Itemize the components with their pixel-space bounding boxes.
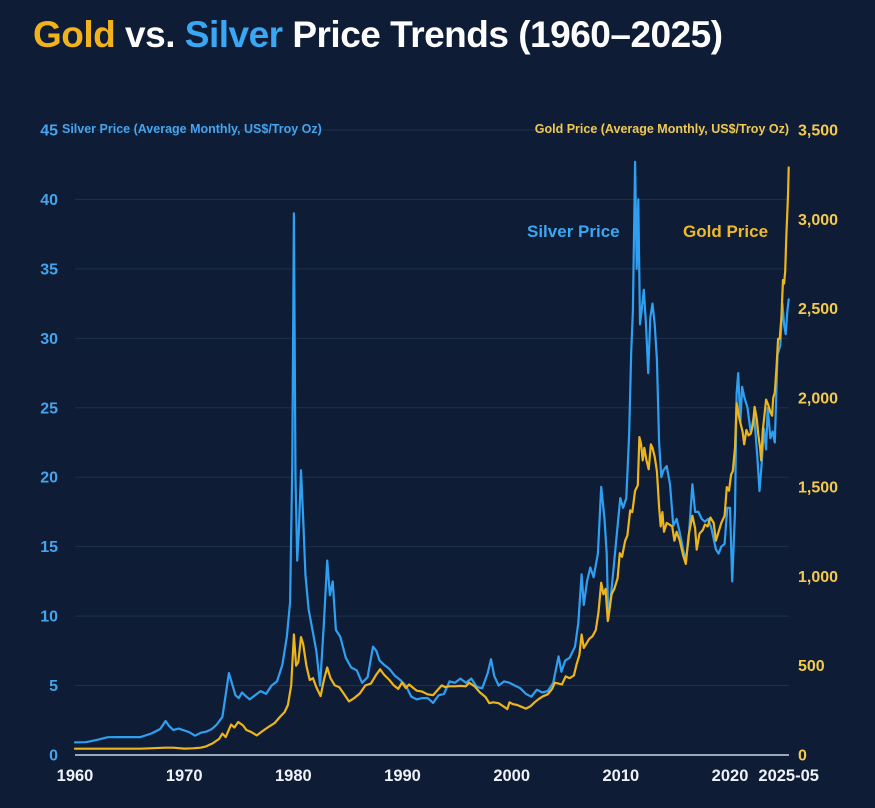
- silver-axis-tick-label: 15: [40, 539, 58, 556]
- gold-axis-tick-label: 500: [798, 658, 825, 675]
- silver-axis-tick-label: 10: [40, 609, 58, 626]
- gold-axis-tick-label: 3,500: [798, 123, 838, 140]
- page-title: Gold vs. Silver Price Trends (1960–2025): [33, 14, 723, 56]
- title-part-rest: Price Trends (1960–2025): [282, 14, 723, 55]
- silver-axis-tick-label: 20: [40, 470, 58, 487]
- silver-axis-tick-label: 30: [40, 331, 58, 348]
- gold-axis-tick-label: 2,500: [798, 301, 838, 318]
- silver-axis-tick-label: 5: [49, 678, 58, 695]
- silver-axis-title: Silver Price (Average Monthly, US$/Troy …: [62, 122, 322, 136]
- x-axis-tick-label: 2000: [493, 767, 530, 785]
- title-part-gold: Gold: [33, 14, 116, 55]
- title-part-vs: vs.: [115, 14, 185, 55]
- x-axis-tick-label: 1980: [275, 767, 312, 785]
- silver-axis-tick-label: 45: [40, 123, 58, 140]
- gold-price-line: [73, 166, 790, 750]
- x-axis-tick-label: 2020: [712, 767, 749, 785]
- x-axis-tick-label: 1970: [166, 767, 203, 785]
- silver-axis-tick-label: 40: [40, 192, 58, 209]
- silver-price-line: [73, 160, 790, 744]
- gold-axis-tick-label: 0: [798, 748, 807, 765]
- x-axis-tick-label: 2025-05: [758, 767, 819, 785]
- gold-axis-title: Gold Price (Average Monthly, US$/Troy Oz…: [534, 122, 789, 136]
- x-axis-tick-label: 1960: [57, 767, 94, 785]
- title-part-silver: Silver: [184, 14, 283, 55]
- gold-axis-tick-label: 1,500: [798, 480, 838, 497]
- gold-series-label: Gold Price: [683, 222, 769, 241]
- silver-axis-tick-label: 0: [49, 748, 58, 765]
- gold-axis-tick-label: 2,000: [798, 390, 838, 407]
- silver-axis-tick-label: 25: [40, 400, 58, 417]
- x-axis-tick-label: 1990: [384, 767, 421, 785]
- x-axis-tick-label: 2010: [603, 767, 640, 785]
- silver-axis-tick-label: 35: [40, 261, 58, 278]
- gold-axis-tick-label: 3,000: [798, 212, 838, 229]
- silver-series-label: Silver Price: [527, 222, 620, 241]
- gold-axis-tick-label: 1,000: [798, 569, 838, 586]
